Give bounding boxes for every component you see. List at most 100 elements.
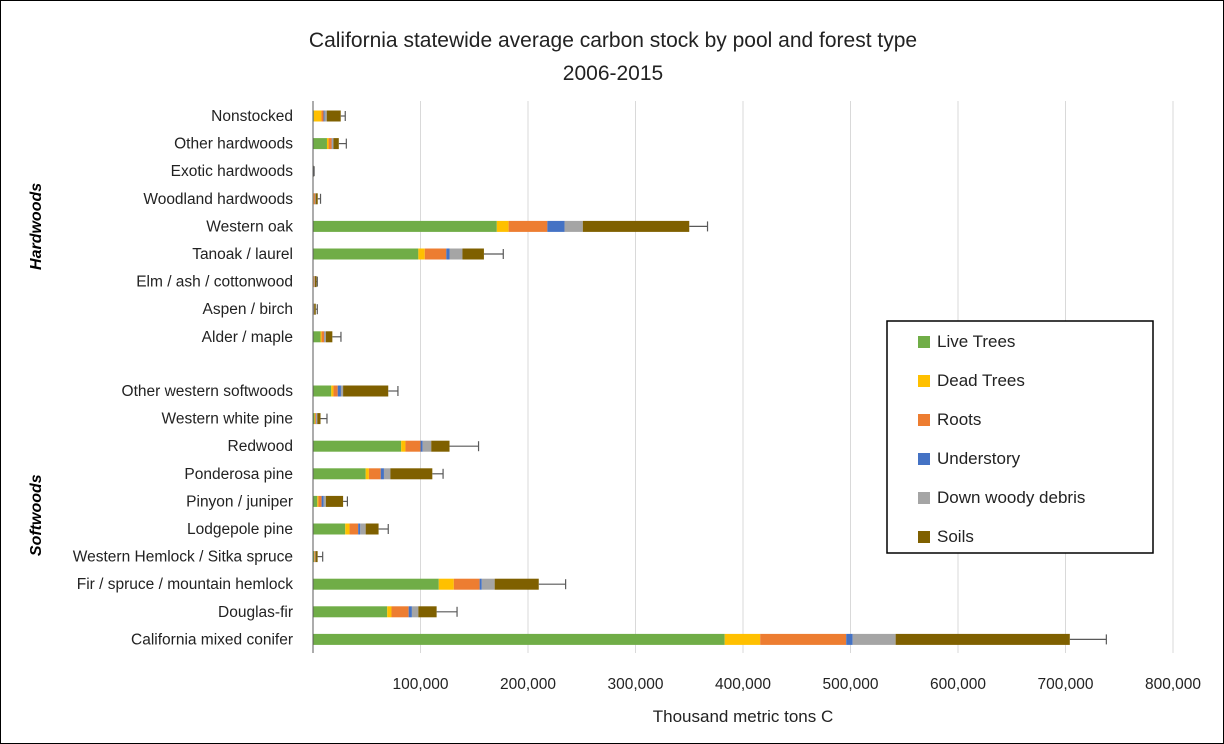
bar-alder-maple-soils: [325, 331, 333, 343]
bar-fir-spruce-mountain-hemlock-roots: [453, 578, 480, 590]
bar-tanoak-laurel-dead-trees: [418, 248, 425, 260]
bars: [313, 110, 1070, 645]
error-bar-western-hemlock-sitka-spruce: [317, 551, 324, 562]
category-label-ponderosa-pine: Ponderosa pine: [184, 466, 293, 483]
bar-redwood-understory: [420, 440, 423, 452]
bar-california-mixed-conifer-live-trees: [313, 633, 725, 645]
legend-item-roots: Roots: [918, 410, 981, 429]
bar-nonstocked-roots: [321, 110, 324, 122]
error-bar-tanoak-laurel: [483, 249, 504, 259]
bar-douglas-fir-dead-trees: [387, 606, 392, 618]
bar-pinyon-juniper-soils: [325, 495, 344, 507]
bar-western-white-pine-down-woody-debris: [316, 413, 318, 425]
bar-western-oak-down-woody-debris: [564, 220, 583, 232]
error-bar-ponderosa-pine: [432, 468, 444, 479]
bar-woodland-hardwoods-roots: [313, 193, 315, 205]
bar-western-hemlock-sitka-spruce-roots: [314, 551, 315, 563]
bar-douglas-fir-understory: [408, 606, 412, 618]
category-label-western-white-pine: Western white pine: [161, 411, 293, 428]
bar-california-mixed-conifer-soils: [895, 633, 1070, 645]
x-tick-label-4: 400,000: [715, 676, 771, 693]
bar-redwood-soils: [431, 440, 450, 452]
group-label-softwoods: Softwoods: [28, 474, 45, 556]
bar-western-white-pine-live-trees: [313, 413, 315, 425]
legend-swatch-understory: [918, 453, 930, 465]
x-tick-label-5: 500,000: [822, 676, 878, 693]
bar-other-western-softwoods-live-trees: [313, 385, 332, 397]
bar-douglas-fir-live-trees: [313, 606, 388, 618]
bar-western-oak-roots: [508, 220, 548, 232]
bar-other-western-softwoods-soils: [343, 385, 389, 397]
category-label-elm-ash-cottonwood: Elm / ash / cottonwood: [136, 274, 293, 291]
bar-elm-ash-cottonwood-soils: [314, 276, 317, 288]
bar-california-mixed-conifer-roots: [760, 633, 847, 645]
bar-alder-maple-down-woody-debris: [324, 331, 326, 343]
error-bar-woodland-hardwoods: [317, 193, 322, 204]
legend-swatch-roots: [918, 414, 930, 426]
category-label-fir-spruce-mountain-hemlock: Fir / spruce / mountain hemlock: [77, 576, 293, 593]
bar-nonstocked-understory: [323, 110, 325, 122]
bar-woodland-hardwoods-soils: [315, 193, 318, 205]
legend-label-roots: Roots: [937, 410, 981, 429]
error-bar-other-western-softwoods: [388, 386, 399, 396]
category-labels: Nonstocked Other hardwoods Exotic hardwood…: [73, 108, 293, 648]
category-label-exotic-hardwoods: Exotic hardwoods: [171, 163, 294, 180]
category-label-other-hardwoods: Other hardwoods: [174, 136, 293, 153]
bar-other-hardwoods-down-woody-debris: [332, 138, 334, 150]
bar-lodgepole-pine-roots: [349, 523, 359, 535]
bar-other-hardwoods-live-trees: [313, 138, 327, 150]
error-bar-douglas-fir: [436, 606, 458, 617]
x-tick-label-3: 300,000: [607, 676, 663, 693]
bar-tanoak-laurel-roots: [424, 248, 447, 260]
bar-nonstocked-dead-trees: [313, 110, 322, 122]
legend-item-live-trees: Live Trees: [918, 332, 1015, 351]
legend-label-down-woody-debris: Down woody debris: [937, 488, 1085, 507]
bar-redwood-dead-trees: [401, 440, 406, 452]
legend-label-live-trees: Live Trees: [937, 332, 1015, 351]
bar-western-oak-soils: [582, 220, 690, 232]
x-tick-labels: 100,000 200,000 300,000 400,000 500,000 600,0…: [392, 676, 1201, 693]
bar-alder-maple-roots: [321, 331, 325, 343]
bar-other-western-softwoods-understory: [337, 385, 341, 397]
bar-redwood-roots: [405, 440, 421, 452]
bar-pinyon-juniper-live-trees: [313, 495, 318, 507]
bar-nonstocked-soils: [326, 110, 341, 122]
bar-ponderosa-pine-down-woody-debris: [383, 468, 391, 480]
error-bar-california-mixed-conifer: [1069, 634, 1107, 645]
bar-douglas-fir-soils: [418, 606, 437, 618]
bar-aspen-birch-soils: [314, 303, 316, 315]
category-label-redwood: Redwood: [228, 438, 294, 455]
bar-ponderosa-pine-live-trees: [313, 468, 366, 480]
bar-ponderosa-pine-dead-trees: [365, 468, 369, 480]
bar-tanoak-laurel-down-woody-debris: [449, 248, 463, 260]
bar-pinyon-juniper-down-woody-debris: [323, 495, 326, 507]
category-label-douglas-fir: Douglas-fir: [218, 604, 293, 621]
x-tick-label-8: 800,000: [1145, 676, 1201, 693]
chart-title: California statewide average carbon stoc…: [309, 29, 917, 52]
bar-ponderosa-pine-roots: [368, 468, 381, 480]
category-label-nonstocked: Nonstocked: [211, 108, 293, 125]
error-bar-western-white-pine: [320, 413, 328, 424]
bar-alder-maple-live-trees: [313, 331, 321, 343]
bar-tanoak-laurel-understory: [446, 248, 450, 260]
legend-label-dead-trees: Dead Trees: [937, 371, 1025, 390]
bar-pinyon-juniper-dead-trees: [317, 495, 319, 507]
error-bar-other-hardwoods: [338, 138, 347, 149]
x-tick-label-2: 200,000: [500, 676, 556, 693]
bar-alder-maple-understory: [324, 331, 325, 343]
error-bar-redwood: [449, 441, 480, 452]
legend-label-soils: Soils: [937, 527, 974, 546]
category-label-california-mixed-conifer: California mixed conifer: [131, 631, 293, 648]
bar-lodgepole-pine-down-woody-debris: [360, 523, 366, 535]
bar-western-hemlock-sitka-spruce-soils: [315, 551, 318, 563]
error-bar-elm-ash-cottonwood: [316, 276, 318, 287]
error-bar-nonstocked: [340, 111, 346, 121]
x-tick-label-6: 600,000: [930, 676, 986, 693]
bar-other-hardwoods-roots: [328, 138, 332, 150]
legend-box: [886, 320, 1154, 554]
bar-ponderosa-pine-soils: [390, 468, 433, 480]
legend: Live Trees Dead Trees Roots Understory Down …: [886, 320, 1154, 554]
bar-western-oak-live-trees: [313, 220, 497, 232]
bar-california-mixed-conifer-understory: [846, 633, 853, 645]
